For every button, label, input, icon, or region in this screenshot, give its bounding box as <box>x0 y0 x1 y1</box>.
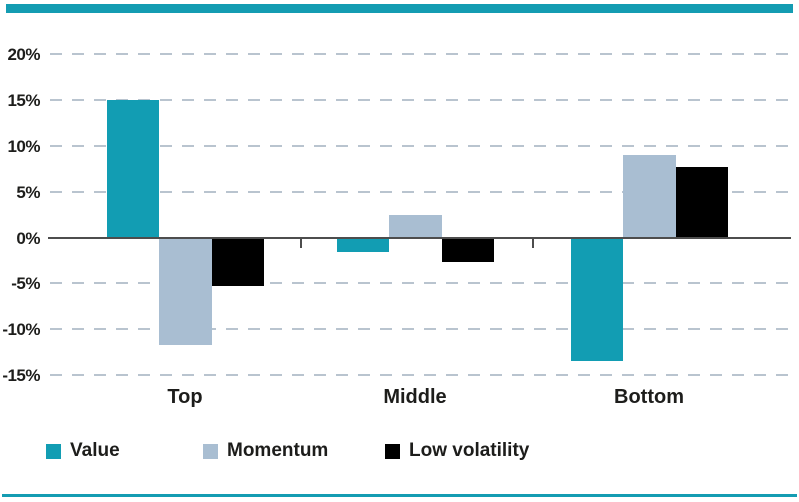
legend-item-value: Value <box>46 440 120 461</box>
legend-item-momentum: Momentum <box>203 440 329 461</box>
bar-low-volatility-middle <box>441 237 494 263</box>
y-tick-label-15: 15% <box>7 90 40 110</box>
top-accent-band <box>6 4 793 13</box>
bar-low-volatility-top <box>211 237 264 287</box>
bar-momentum-middle <box>389 214 442 238</box>
legend-item-low-volatility: Low volatility <box>385 440 530 461</box>
bar-value-top <box>107 99 160 238</box>
legend-swatch-low-volatility <box>385 443 400 459</box>
y-tick-label--10: -10% <box>2 320 40 340</box>
gridline--10 <box>50 328 795 331</box>
legend-swatch-momentum <box>203 443 218 459</box>
legend-label-value: Value <box>70 440 120 461</box>
gridline-10 <box>50 144 795 147</box>
y-tick-label--15: -15% <box>2 366 40 386</box>
legend-label-low-volatility: Low volatility <box>409 440 530 461</box>
x-category-label-top: Top <box>167 386 203 408</box>
y-tick-label-0: 0% <box>16 228 40 248</box>
bar-value-middle <box>337 237 390 253</box>
legend-label-momentum: Momentum <box>227 440 329 461</box>
y-tick-label-10: 10% <box>7 136 40 156</box>
legend-swatch-value <box>46 443 61 459</box>
gridline-15 <box>50 98 795 101</box>
bar-momentum-top <box>159 237 212 345</box>
y-tick-label-5: 5% <box>16 182 40 202</box>
bar-low-volatility-bottom <box>675 166 728 238</box>
x-axis-tick <box>300 237 303 248</box>
gridline-20 <box>50 53 795 56</box>
gridline-5 <box>50 190 795 193</box>
x-category-label-middle: Middle <box>383 386 447 408</box>
y-tick-label-20: 20% <box>7 45 40 65</box>
x-axis-tick <box>532 237 535 248</box>
x-category-label-bottom: Bottom <box>614 386 684 408</box>
bottom-accent-rule <box>2 494 797 497</box>
gridline--15 <box>50 374 795 377</box>
bar-value-bottom <box>571 237 624 362</box>
bar-momentum-bottom <box>623 154 676 238</box>
x-axis-zero-line <box>48 236 791 239</box>
gridline--5 <box>50 282 795 285</box>
y-tick-label--5: -5% <box>11 274 40 294</box>
